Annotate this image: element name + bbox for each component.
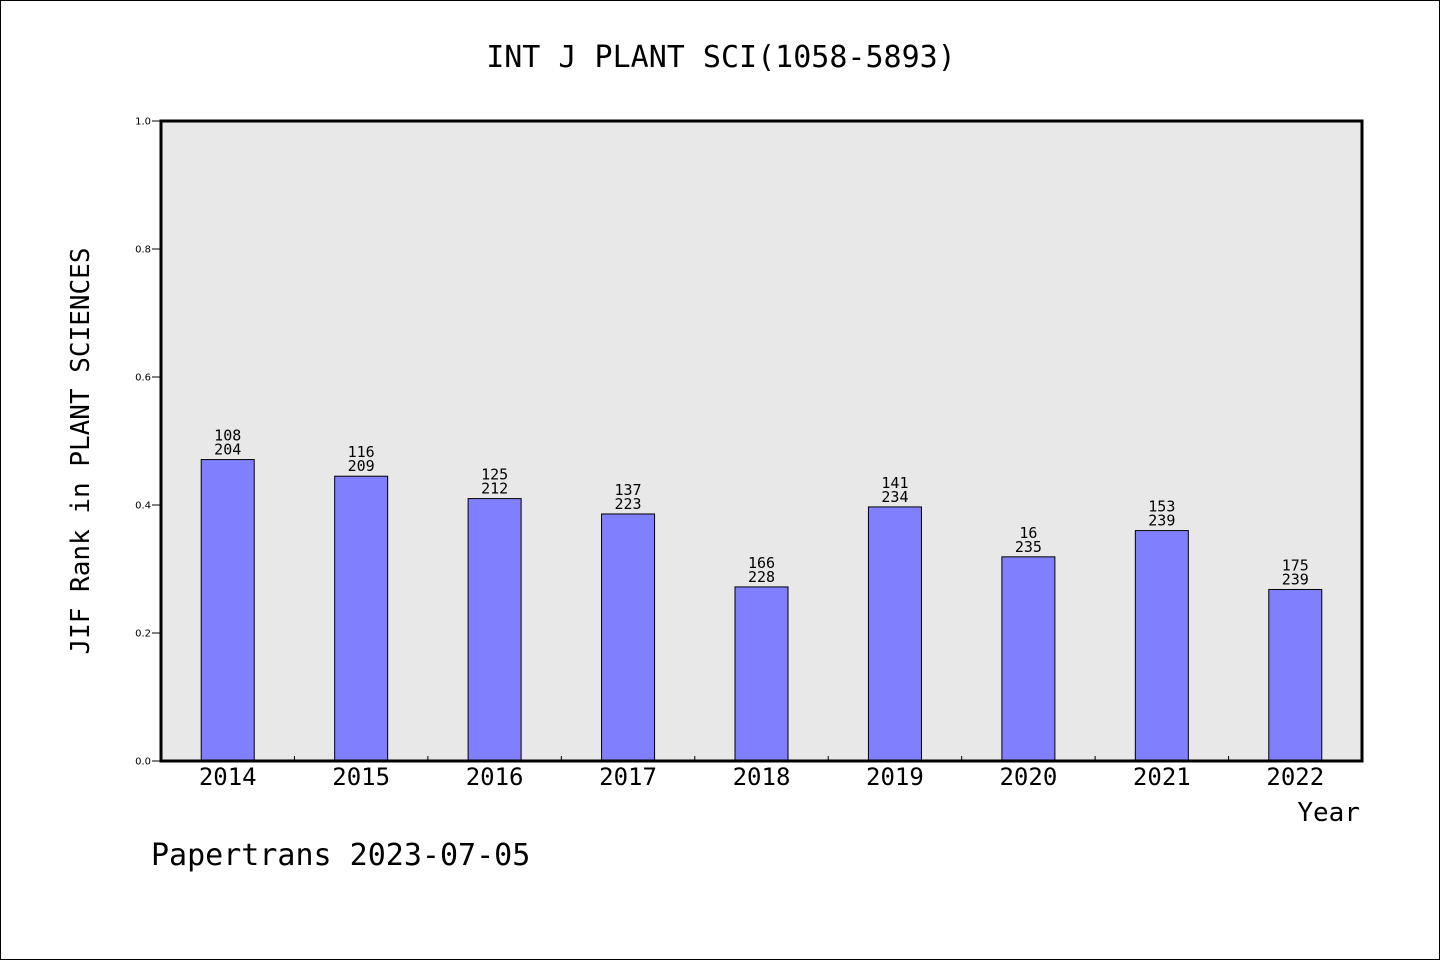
- y-tick-label: 0.8: [135, 245, 151, 256]
- bar-2014: [200, 459, 255, 762]
- bar-label-total: 223: [615, 495, 642, 513]
- bar-2019: [867, 506, 922, 762]
- x-tick-label: 2019: [866, 763, 924, 791]
- bar-label-rank: 137: [615, 481, 642, 499]
- bar-label-total: 234: [881, 488, 908, 506]
- footer-credit: Papertrans 2023-07-05: [151, 838, 530, 873]
- bar-label-rank: 153: [1148, 498, 1175, 516]
- y-tick-label: 0.4: [135, 501, 151, 512]
- bar-label-total: 204: [214, 441, 241, 459]
- bar-label-total: 209: [348, 457, 375, 475]
- bar-label-total: 212: [481, 480, 508, 498]
- bar-label-rank: 16: [1019, 524, 1037, 542]
- bar-label-total: 239: [1148, 512, 1175, 530]
- bar-label-rank: 166: [748, 554, 775, 572]
- plot-border: [159, 119, 1364, 763]
- y-tick-label: 0.6: [135, 373, 151, 384]
- x-axis: 2014 2015 2016 2017 2018 2019 2020 2021 2022: [199, 756, 1324, 791]
- bar-label-total: 228: [748, 568, 775, 586]
- x-tick-label: 2018: [733, 763, 791, 791]
- x-tick-label: 2015: [332, 763, 390, 791]
- x-tick-label: 2020: [999, 763, 1057, 791]
- bar-label-rank: 125: [481, 466, 508, 484]
- x-tick-label: 2021: [1133, 763, 1191, 791]
- bar-2017: [601, 513, 656, 762]
- y-tick-label: 1.0: [135, 117, 151, 128]
- bar-2022: [1268, 588, 1323, 762]
- bar-2020: [1001, 556, 1056, 762]
- bar-label-rank: 116: [348, 443, 375, 461]
- x-tick-label: 2017: [599, 763, 657, 791]
- bar-label-total: 239: [1282, 570, 1309, 588]
- bar-2016: [467, 498, 522, 762]
- y-tick-label: 0.0: [135, 757, 151, 768]
- bar-label-rank: 108: [214, 427, 241, 445]
- x-tick-label: 2014: [199, 763, 257, 791]
- y-axis-label: JIF Rank in PLANT SCIENCES: [66, 248, 96, 655]
- bar-label-rank: 141: [881, 474, 908, 492]
- x-tick-label: 2016: [466, 763, 524, 791]
- bar-2015: [334, 475, 389, 762]
- x-tick-label: 2022: [1266, 763, 1324, 791]
- bar-2021: [1134, 530, 1189, 762]
- x-axis-label: Year: [1297, 798, 1360, 828]
- bar-label-rank: 175: [1282, 556, 1309, 574]
- bars-group: [200, 459, 1323, 762]
- y-axis: 0.0 0.2 0.4 0.6 0.8 1.0: [135, 117, 161, 768]
- y-tick-label: 0.2: [135, 629, 151, 640]
- chart-title: INT J PLANT SCI(1058-5893): [486, 40, 956, 75]
- bar-2018: [734, 586, 789, 762]
- bar-label-total: 235: [1015, 538, 1042, 556]
